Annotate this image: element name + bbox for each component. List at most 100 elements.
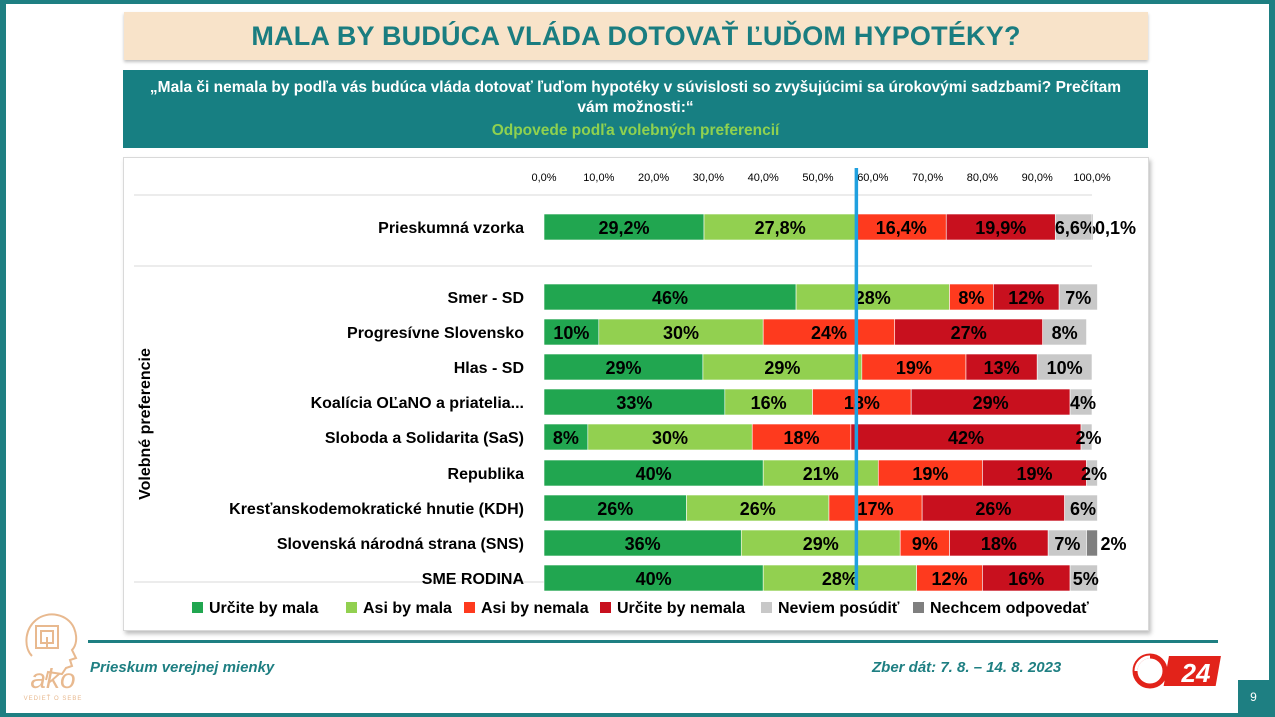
page-number: 9 — [1238, 680, 1269, 713]
bar-segment — [949, 283, 994, 311]
bar-segment — [949, 529, 1049, 557]
bar-value-label: 18% — [784, 428, 820, 448]
legend-label: Asi by nemala — [481, 600, 589, 617]
bar-segment — [543, 494, 687, 522]
bar-value-label: 8% — [553, 428, 579, 448]
bar-segment — [1069, 564, 1098, 592]
bar-value-label: 18% — [844, 393, 880, 413]
bar-value-label: 2% — [1076, 428, 1102, 448]
x-tick-label: 10,0% — [583, 172, 614, 184]
legend-label: Nechcem odpovedať — [930, 600, 1089, 617]
category-label: Progresívne Slovensko — [347, 325, 524, 342]
x-tick-label: 50,0% — [802, 172, 833, 184]
footer-divider — [88, 640, 1218, 643]
bar-value-label: 33% — [616, 393, 652, 413]
bar-segment — [982, 564, 1071, 592]
legend-swatch — [761, 602, 772, 613]
bar-value-label: 46% — [652, 288, 688, 308]
bar-segment — [1080, 423, 1093, 451]
bar-segment — [894, 318, 1043, 346]
x-tick-label: 100,0% — [1073, 172, 1111, 184]
bar-segment — [877, 459, 983, 487]
bar-value-label: 7% — [1065, 288, 1091, 308]
bar-value-label: 19% — [912, 464, 948, 484]
bar-segment — [543, 213, 705, 241]
bar-segment — [850, 423, 1082, 451]
x-tick-label: 0,0% — [531, 172, 556, 184]
bar-segment — [982, 459, 1087, 487]
bar-segment — [751, 423, 852, 451]
bar-value-label: 10% — [553, 323, 589, 343]
x-tick-label: 90,0% — [1022, 172, 1053, 184]
legend-swatch — [464, 602, 475, 613]
bar-segment — [1069, 388, 1093, 416]
bar-value-label: 29% — [605, 358, 641, 378]
bar-segment — [587, 423, 753, 451]
bar-segment — [910, 388, 1071, 416]
bar-value-label: 29% — [973, 393, 1009, 413]
ako-logo: ako VEDIEŤ O SEBE — [24, 613, 81, 702]
bar-value-label: 19,9% — [975, 218, 1026, 238]
y-axis-label: Volebné preferencie — [137, 348, 154, 500]
x-tick-label: 40,0% — [748, 172, 779, 184]
category-label: Kresťanskodemokratické hnutie (KDH) — [229, 501, 524, 518]
bar-value-label: 19% — [896, 358, 932, 378]
bar-value-label: 13% — [984, 358, 1020, 378]
question-subtitle: Odpovede podľa volebných preferencií — [491, 122, 780, 139]
bar-value-label: 8% — [1052, 323, 1078, 343]
footer-survey-label: Prieskum verejnej mienky — [90, 659, 275, 676]
legend-label: Určite by mala — [209, 600, 318, 617]
bar-segment — [1042, 318, 1087, 346]
bar-segment — [762, 459, 879, 487]
bar-segment — [795, 283, 950, 311]
bar-segment — [965, 353, 1038, 381]
legend-swatch — [600, 602, 611, 613]
question-text: „Mala či nemala by podľa vás budúca vlád… — [149, 79, 1122, 116]
bar-value-label: 2% — [1100, 534, 1126, 554]
bar-segment — [686, 494, 830, 522]
legend-label: Asi by mala — [363, 600, 452, 617]
x-tick-label: 60,0% — [857, 172, 888, 184]
bar-value-label: 26% — [597, 499, 633, 519]
bar-value-label: 16,4% — [876, 218, 927, 238]
category-label: Prieskumná vzorka — [378, 220, 524, 237]
bar-value-label: 30% — [663, 323, 699, 343]
slide-title: MALA BY BUDÚCA VLÁDA DOTOVAŤ ĽUĎOM HYPOT… — [124, 12, 1148, 60]
bar-segment — [1058, 283, 1098, 311]
bar-segment — [543, 353, 704, 381]
bar-value-label: 6% — [1070, 499, 1096, 519]
legend-label: Neviem posúdiť — [778, 600, 900, 617]
bar-value-label: 12% — [1008, 288, 1044, 308]
bar-value-label: 2% — [1081, 464, 1107, 484]
bar-value-label: 0,1% — [1095, 218, 1136, 238]
category-label: Smer - SD — [448, 290, 524, 307]
bar-value-label: 29% — [764, 358, 800, 378]
bar-value-label: 18% — [981, 534, 1017, 554]
bar-value-label: 5% — [1073, 569, 1099, 589]
bar-value-label: 40% — [636, 464, 672, 484]
category-label: Republika — [448, 466, 525, 483]
bar-value-label: 4% — [1070, 393, 1096, 413]
bar-value-label: 30% — [652, 428, 688, 448]
bar-segment — [993, 283, 1060, 311]
category-label: Hlas - SD — [454, 360, 524, 377]
slide: MALA BY BUDÚCA VLÁDA DOTOVAŤ ĽUĎOM HYPOT… — [6, 4, 1269, 713]
category-label: SME RODINA — [422, 571, 525, 588]
tv-24-text: 24 — [1181, 658, 1211, 688]
bar-segment — [543, 283, 797, 311]
bar-value-label: 6,6% — [1055, 218, 1096, 238]
bar-value-label: 28% — [822, 569, 858, 589]
bar-value-label: 16% — [1008, 569, 1044, 589]
x-tick-label: 70,0% — [912, 172, 943, 184]
footer-data-collection-date: Zber dát: 7. 8. – 14. 8. 2023 — [872, 659, 1062, 676]
bar-segment — [945, 213, 1056, 241]
bar-value-label: 28% — [855, 288, 891, 308]
bar-value-label: 36% — [625, 534, 661, 554]
category-label: Koalícia OĽaNO a priatelia... — [311, 395, 524, 412]
bar-value-label: 17% — [858, 499, 894, 519]
legend-label: Určite by nemala — [617, 600, 745, 617]
bar-segment — [702, 353, 863, 381]
chart-panel: 0,0% 10,0% 20,0% 30,0% 40,0% 50,0% 60,0% 70,0% 8… — [123, 157, 1149, 631]
bar-value-label: 27% — [951, 323, 987, 343]
bar-segment — [543, 318, 600, 346]
